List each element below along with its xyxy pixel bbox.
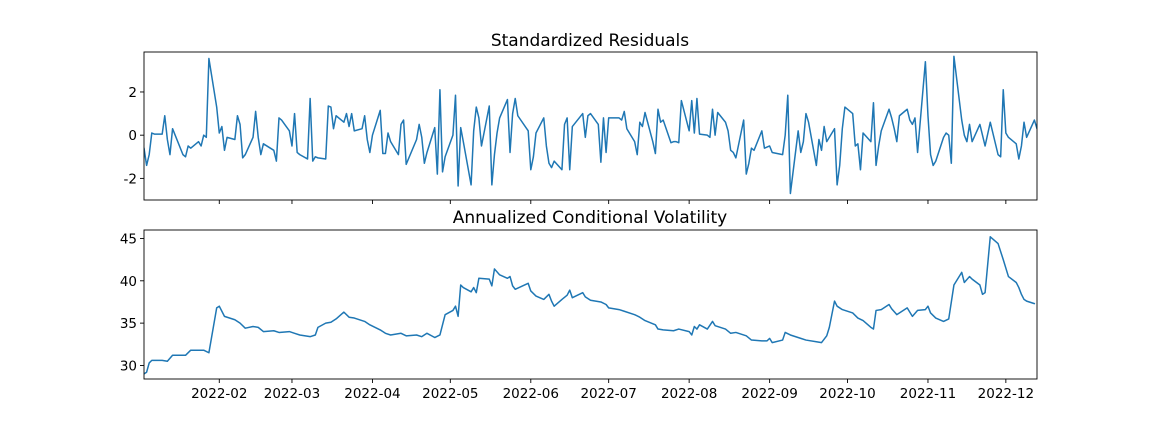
volatility-y-tick-label: 30 bbox=[120, 358, 137, 374]
volatility-x-tick-label: 2022-02 bbox=[191, 386, 247, 402]
volatility-x-tick-label: 2022-06 bbox=[503, 386, 559, 402]
residuals-series-line bbox=[144, 55, 1037, 195]
volatility-x-tick-label: 2022-09 bbox=[741, 386, 797, 402]
volatility-x-tick-label: 2022-11 bbox=[900, 386, 956, 402]
volatility-x-tick-label: 2022-10 bbox=[819, 386, 875, 402]
volatility-x-tick-label: 2022-03 bbox=[264, 386, 320, 402]
volatility-x-tick-label: 2022-07 bbox=[580, 386, 636, 402]
volatility-x-tick-label: 2022-12 bbox=[978, 386, 1034, 402]
residuals-plot-area: -2 0 2 bbox=[124, 51, 1038, 204]
volatility-x-tick-label: 2022-05 bbox=[422, 386, 478, 402]
residuals-panel: Standardized Residuals -2 0 2 bbox=[124, 31, 1038, 204]
volatility-series-line bbox=[144, 236, 1036, 375]
volatility-panel: Annualized Conditional Volatility 30 35 40… bbox=[120, 208, 1038, 402]
volatility-plot-area: 30 35 40 45 2022-02 2022-03 2022-04 2022-05 2022… bbox=[120, 229, 1038, 402]
volatility-y-tick-label: 45 bbox=[120, 231, 137, 247]
volatility-y-tick-label: 35 bbox=[120, 316, 137, 332]
residuals-y-tick-label: 0 bbox=[128, 128, 137, 144]
volatility-y-tick-label: 40 bbox=[120, 274, 137, 290]
residuals-y-tick-label: 2 bbox=[128, 85, 137, 101]
residuals-axes-frame bbox=[143, 51, 1038, 201]
volatility-title: Annualized Conditional Volatility bbox=[453, 208, 727, 228]
volatility-x-tick-label: 2022-04 bbox=[344, 386, 400, 402]
volatility-x-tick-label: 2022-08 bbox=[661, 386, 717, 402]
residuals-y-tick-label: -2 bbox=[124, 171, 137, 187]
residuals-title: Standardized Residuals bbox=[491, 31, 689, 51]
volatility-axes-frame bbox=[143, 229, 1038, 380]
